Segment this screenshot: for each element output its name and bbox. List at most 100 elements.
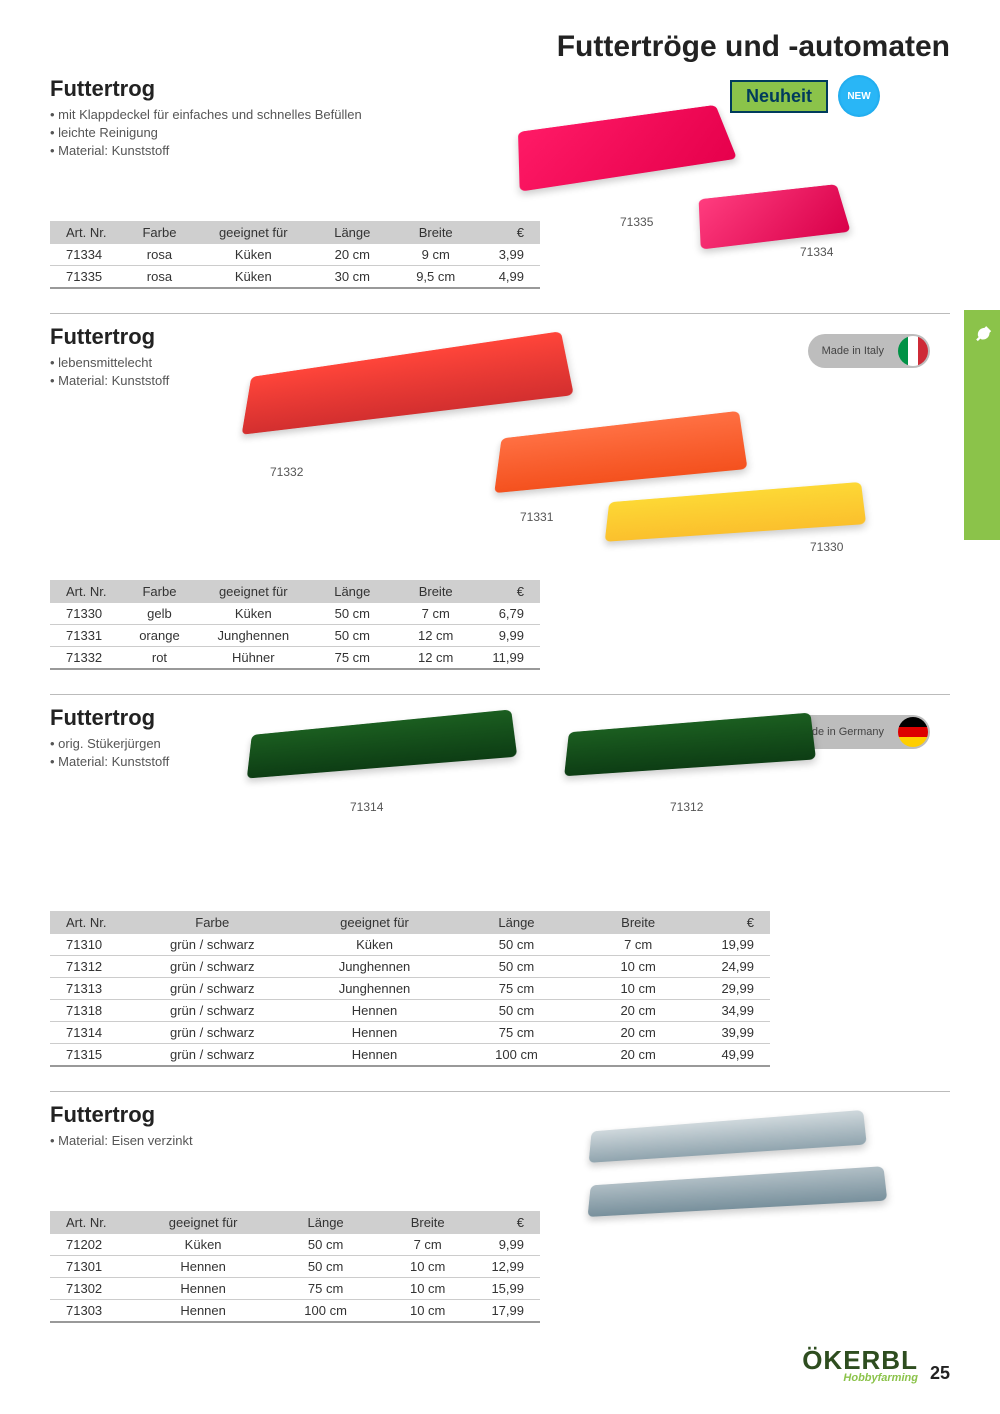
- table-cell: grün / schwarz: [131, 1044, 293, 1067]
- table-header: Länge: [275, 1211, 377, 1234]
- table-header: €: [477, 580, 540, 603]
- table-cell: 50 cm: [275, 1255, 377, 1277]
- table-row: 71303Hennen100 cm10 cm17,99: [50, 1299, 540, 1322]
- table-cell: 20 cm: [577, 1044, 699, 1067]
- table-header: €: [699, 911, 770, 934]
- bullet-item: Material: Kunststoff: [50, 142, 950, 160]
- table-cell: 71312: [50, 956, 131, 978]
- table-cell: 7 cm: [377, 1234, 479, 1256]
- chicken-icon: [972, 322, 992, 342]
- italy-flag-icon: [898, 336, 928, 366]
- table-row: 71330gelbKüken50 cm7 cm6,79: [50, 603, 540, 625]
- table-cell: 71310: [50, 934, 131, 956]
- table-cell: 75 cm: [311, 646, 394, 669]
- table-cell: 50 cm: [311, 603, 394, 625]
- table-row: 71335rosaKüken30 cm9,5 cm4,99: [50, 265, 540, 288]
- table-cell: 71318: [50, 1000, 131, 1022]
- table-cell: Junghennen: [293, 956, 455, 978]
- table-cell: 50 cm: [311, 624, 394, 646]
- table-cell: 30 cm: [311, 265, 394, 288]
- table-cell: 10 cm: [377, 1299, 479, 1322]
- table-cell: 29,99: [699, 978, 770, 1000]
- table-cell: 71313: [50, 978, 131, 1000]
- table-header: geeignet für: [132, 1211, 275, 1234]
- table-cell: 75 cm: [456, 1022, 578, 1044]
- table-cell: Küken: [293, 934, 455, 956]
- table-header: Breite: [394, 221, 477, 244]
- table-cell: 12,99: [479, 1255, 540, 1277]
- table-cell: rot: [123, 646, 196, 669]
- table-cell: 10 cm: [377, 1277, 479, 1299]
- table-row: 71312grün / schwarzJunghennen50 cm10 cm2…: [50, 956, 770, 978]
- table-header: Farbe: [123, 221, 196, 244]
- table-row: 71301Hennen50 cm10 cm12,99: [50, 1255, 540, 1277]
- table-cell: rosa: [123, 265, 196, 288]
- table-header: Länge: [311, 221, 394, 244]
- table-cell: 10 cm: [377, 1255, 479, 1277]
- table-cell: 10 cm: [577, 956, 699, 978]
- table-cell: Junghennen: [293, 978, 455, 1000]
- table-cell: Hennen: [293, 1000, 455, 1022]
- table-cell: 19,99: [699, 934, 770, 956]
- table-row: 71315grün / schwarzHennen100 cm20 cm49,9…: [50, 1044, 770, 1067]
- brand-name: ÖKERBL: [802, 1345, 918, 1375]
- section-3: Futtertrog orig. Stükerjürgen Material: …: [50, 705, 950, 1067]
- table-header: geeignet für: [293, 911, 455, 934]
- table-cell: grün / schwarz: [131, 1022, 293, 1044]
- table-cell: 34,99: [699, 1000, 770, 1022]
- table-row: 71202Küken50 cm7 cm9,99: [50, 1234, 540, 1256]
- img-label: 71332: [270, 465, 303, 479]
- table-cell: 9,99: [479, 1234, 540, 1256]
- divider: [50, 694, 950, 695]
- table-header: Art. Nr.: [50, 911, 131, 934]
- table-cell: orange: [123, 624, 196, 646]
- table-cell: 10 cm: [577, 978, 699, 1000]
- divider: [50, 313, 950, 314]
- table-cell: 12 cm: [394, 624, 477, 646]
- table-header: Art. Nr.: [50, 221, 123, 244]
- img-label: 71314: [350, 800, 383, 814]
- table-cell: 9 cm: [394, 244, 477, 266]
- table-cell: 15,99: [479, 1277, 540, 1299]
- product-table: Art. Nr.Farbegeeignet fürLängeBreite€713…: [50, 580, 540, 670]
- table-cell: 71335: [50, 265, 123, 288]
- table-header: Farbe: [131, 911, 293, 934]
- side-tab: [964, 310, 1000, 540]
- table-cell: Hennen: [293, 1022, 455, 1044]
- product-table: Art. Nr.geeignet fürLängeBreite€71202Kük…: [50, 1211, 540, 1323]
- img-label: 71331: [520, 510, 553, 524]
- table-cell: 50 cm: [456, 956, 578, 978]
- table-cell: rosa: [123, 244, 196, 266]
- table-cell: 71331: [50, 624, 123, 646]
- bullet-item: leichte Reinigung: [50, 124, 950, 142]
- table-cell: 71334: [50, 244, 123, 266]
- table-cell: 71301: [50, 1255, 132, 1277]
- table-cell: grün / schwarz: [131, 1000, 293, 1022]
- table-cell: grün / schwarz: [131, 978, 293, 1000]
- table-header: Länge: [311, 580, 394, 603]
- table-cell: 6,79: [477, 603, 540, 625]
- brand-logo: ÖKERBL Hobbyfarming: [802, 1345, 918, 1384]
- divider: [50, 1091, 950, 1092]
- table-cell: Küken: [196, 244, 311, 266]
- table-header: €: [479, 1211, 540, 1234]
- made-in-pill: Made in Italy: [808, 334, 930, 368]
- table-cell: 75 cm: [456, 978, 578, 1000]
- table-header: Breite: [577, 911, 699, 934]
- table-header: Länge: [456, 911, 578, 934]
- table-cell: 12 cm: [394, 646, 477, 669]
- page-title: Futtertröge und -automaten: [50, 30, 950, 64]
- table-cell: 50 cm: [456, 1000, 578, 1022]
- table-cell: 4,99: [477, 265, 540, 288]
- table-cell: 50 cm: [275, 1234, 377, 1256]
- table-header: Art. Nr.: [50, 580, 123, 603]
- table-cell: 9,5 cm: [394, 265, 477, 288]
- footer: ÖKERBL Hobbyfarming 25: [802, 1345, 950, 1384]
- table-row: 71314grün / schwarzHennen75 cm20 cm39,99: [50, 1022, 770, 1044]
- table-cell: 20 cm: [577, 1000, 699, 1022]
- germany-flag-icon: [898, 717, 928, 747]
- new-star-icon: NEW: [838, 75, 880, 117]
- table-cell: Küken: [132, 1234, 275, 1256]
- table-header: €: [477, 221, 540, 244]
- table-header: Farbe: [123, 580, 196, 603]
